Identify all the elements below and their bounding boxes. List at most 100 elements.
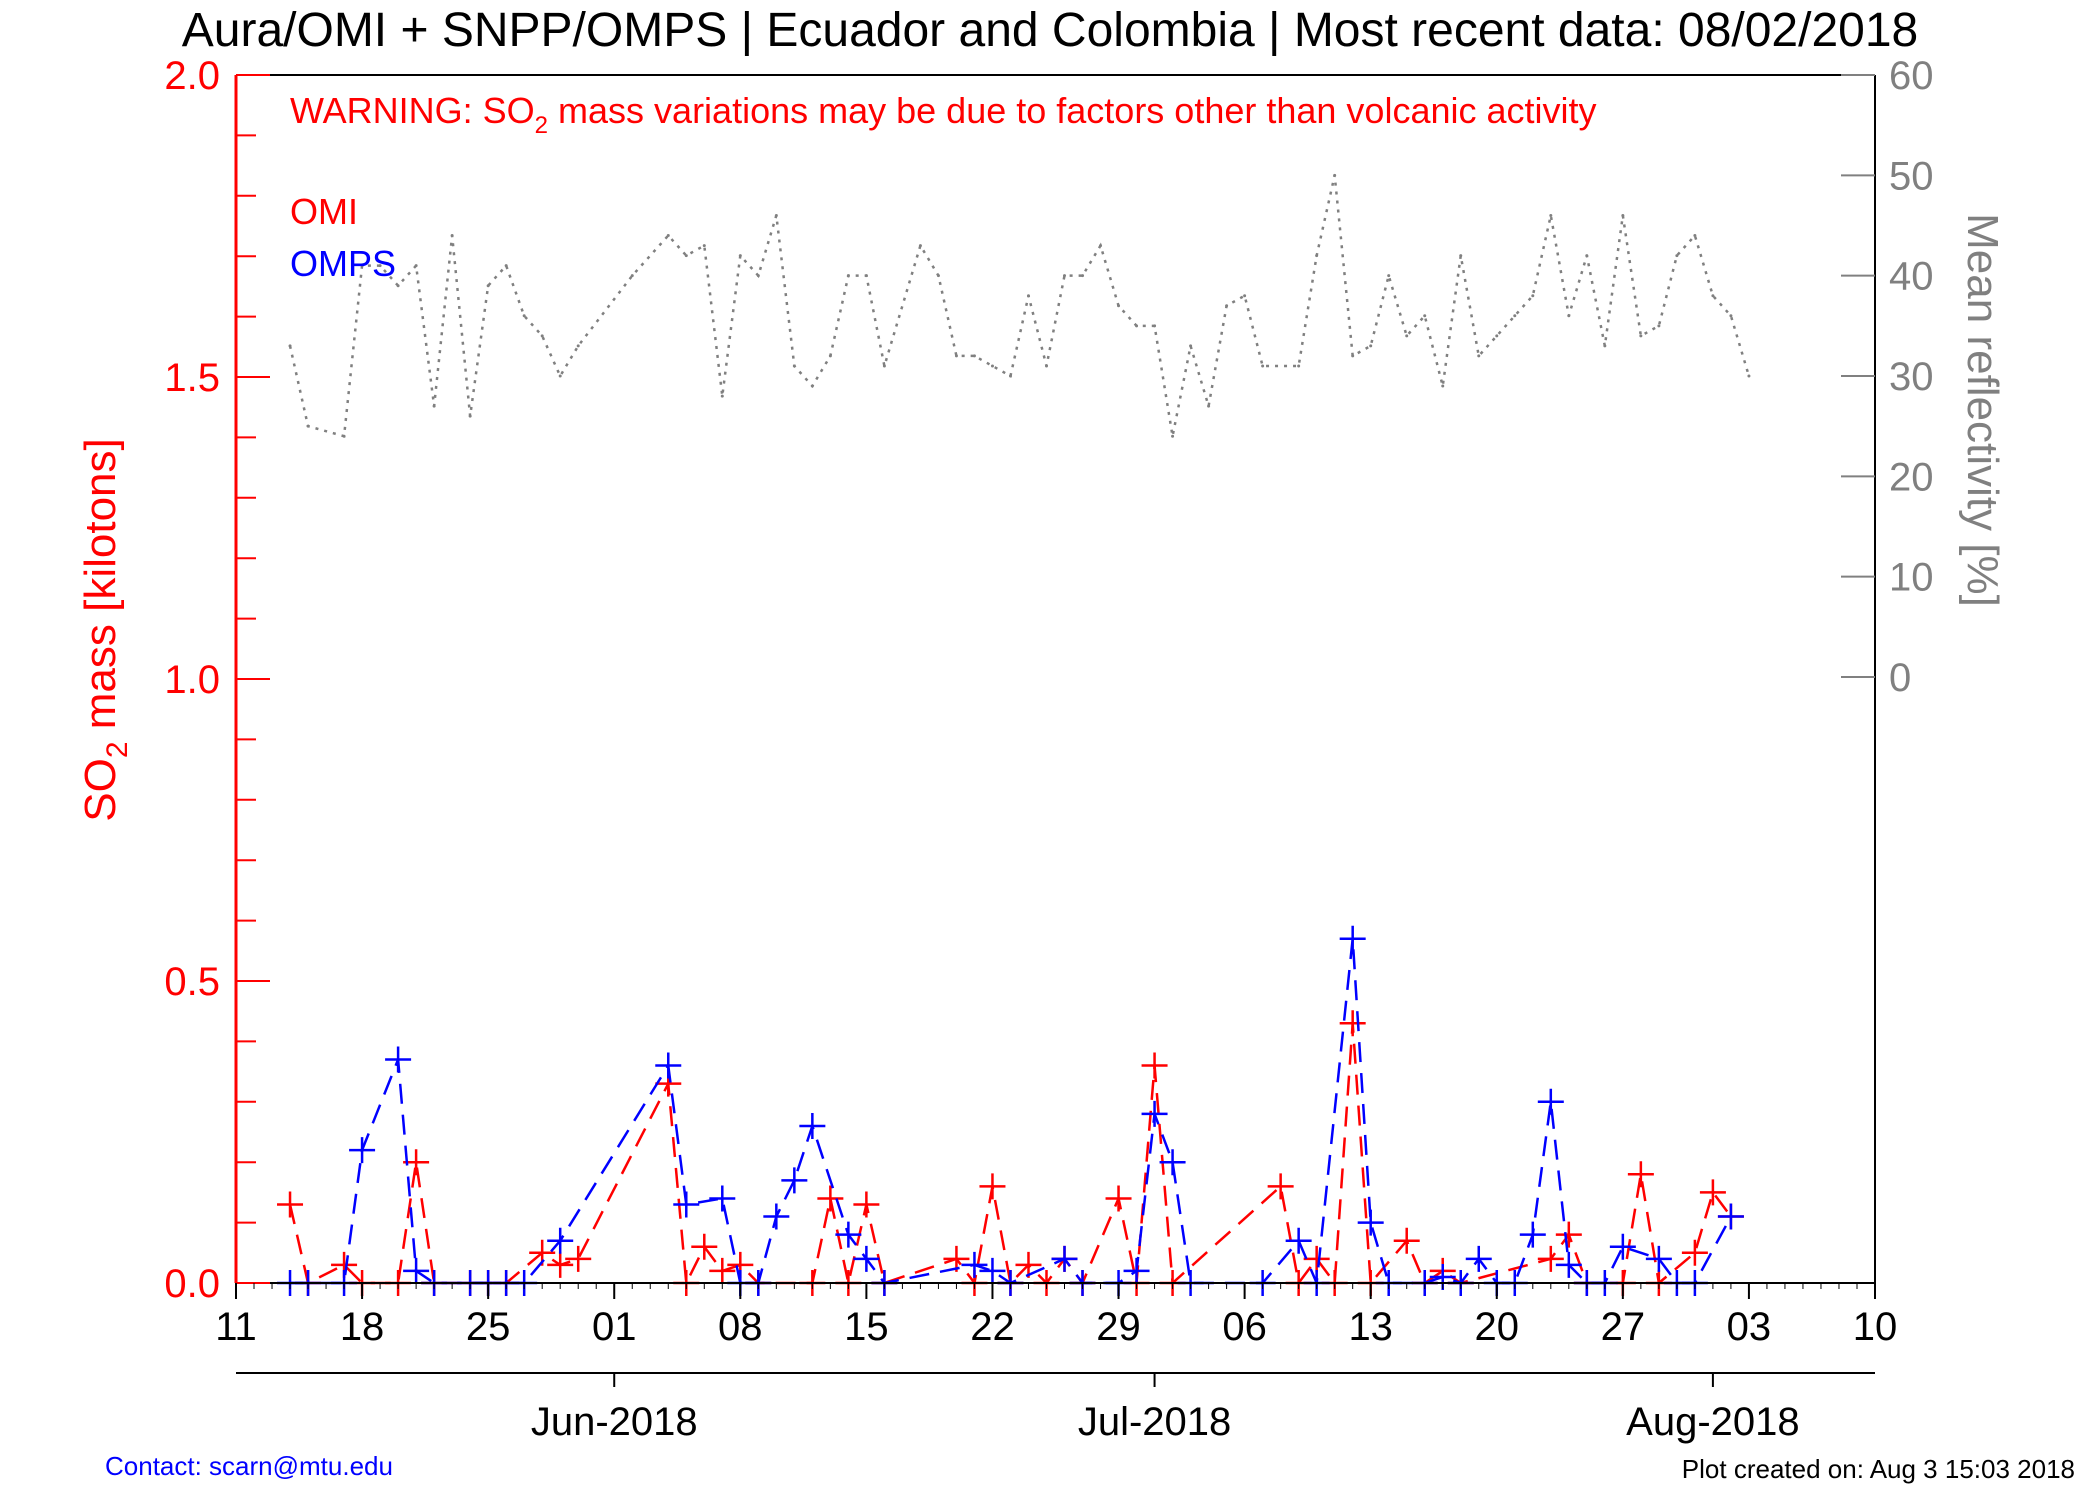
reflectivity-point — [1693, 234, 1697, 238]
omps-point — [547, 1227, 574, 1254]
reflectivity-point — [378, 264, 382, 268]
reflectivity-point — [1405, 334, 1409, 338]
reflectivity-point — [1711, 294, 1715, 298]
reflectivity-point — [828, 354, 832, 358]
omi-point — [1537, 1245, 1564, 1272]
omi-point — [1015, 1251, 1042, 1278]
reflectivity-point — [1207, 404, 1211, 408]
omps-point — [1609, 1233, 1636, 1260]
reflectivity-point — [1441, 384, 1445, 388]
omi-point — [1105, 1185, 1132, 1212]
reflectivity-point — [918, 244, 922, 248]
omi-point — [1681, 1239, 1708, 1266]
omps-point — [1123, 1257, 1150, 1284]
reflectivity-point — [1099, 244, 1103, 248]
omps-point — [1141, 1100, 1168, 1127]
y2-tick-label: 10 — [1889, 556, 1934, 600]
omps-point — [763, 1203, 790, 1230]
omps-point — [1357, 1209, 1384, 1236]
omps-point — [1465, 1245, 1492, 1272]
reflectivity-point — [1585, 254, 1589, 258]
omps-point — [655, 1052, 682, 1079]
reflectivity-point — [720, 394, 724, 398]
omps-point — [1717, 1203, 1744, 1230]
reflectivity-point — [1369, 344, 1373, 348]
omps-point — [403, 1257, 430, 1284]
y2-tick-label: 50 — [1889, 154, 1934, 198]
footer-created: Plot created on: Aug 3 15:03 2018 — [1682, 1454, 2075, 1484]
omps-point — [979, 1257, 1006, 1284]
omi-point — [691, 1233, 718, 1260]
footer-contact[interactable]: Contact: scarn@mtu.edu — [105, 1451, 393, 1481]
omps-point — [853, 1245, 880, 1272]
x-tick-label: 29 — [1096, 1305, 1141, 1349]
reflectivity-point — [1495, 334, 1499, 338]
x-tick-label: 27 — [1601, 1305, 1646, 1349]
chart-title: Aura/OMI + SNPP/OMPS | Ecuador and Colom… — [182, 4, 1918, 57]
reflectivity-point — [1675, 254, 1679, 258]
reflectivity-point — [1351, 354, 1355, 358]
omi-point — [1555, 1221, 1582, 1248]
reflectivity-point — [684, 254, 688, 258]
omi-point — [277, 1191, 304, 1218]
x-tick-label: 20 — [1475, 1305, 1520, 1349]
reflectivity-point — [1315, 254, 1319, 258]
reflectivity-point — [936, 274, 940, 278]
x-tick-label: 18 — [340, 1305, 385, 1349]
omi-point — [817, 1185, 844, 1212]
reflectivity-point — [576, 344, 580, 348]
month-label: Jun-2018 — [531, 1400, 698, 1444]
omi-point — [1141, 1052, 1168, 1079]
reflectivity-point — [1135, 324, 1139, 328]
reflectivity-point — [1026, 294, 1030, 298]
omi-point — [853, 1191, 880, 1218]
reflectivity-point — [972, 354, 976, 358]
omi-point — [979, 1173, 1006, 1200]
omi-point — [565, 1245, 592, 1272]
reflectivity-point — [1477, 354, 1481, 358]
reflectivity-point — [1639, 334, 1643, 338]
omps-line — [290, 938, 1733, 1288]
omps-point — [1519, 1221, 1546, 1248]
omi-point — [1393, 1227, 1420, 1254]
reflectivity-point — [522, 314, 526, 318]
omps-point — [349, 1137, 376, 1164]
omps-point — [1159, 1149, 1186, 1176]
reflectivity-point — [1387, 274, 1391, 278]
x-tick-label: 03 — [1727, 1305, 1772, 1349]
reflectivity-point — [1513, 314, 1517, 318]
reflectivity-point — [666, 234, 670, 238]
reflectivity-point — [774, 213, 778, 217]
reflectivity-point — [504, 264, 508, 268]
y-tick-label: 0.0 — [164, 1262, 220, 1306]
reflectivity-point — [630, 274, 634, 278]
omps-point — [799, 1112, 826, 1139]
omi-point — [1303, 1245, 1330, 1272]
reflectivity-point — [1333, 173, 1337, 177]
reflectivity-series — [288, 173, 1751, 438]
tick-labels: 0.0 0.5 1.0 1.5 2.0 0 10 20 30 40 50 60 11 18 25 01 08 15… — [164, 54, 1933, 1444]
reflectivity-point — [540, 334, 544, 338]
reflectivity-point — [1008, 374, 1012, 378]
reflectivity-point — [990, 364, 994, 368]
reflectivity-point — [1459, 254, 1463, 258]
y2-tick-label: 40 — [1889, 255, 1934, 299]
omps-point — [1645, 1245, 1672, 1272]
x-tick-label: 15 — [844, 1305, 889, 1349]
reflectivity-point — [414, 264, 418, 268]
y2-tick-label: 30 — [1889, 355, 1934, 399]
reflectivity-point — [1531, 294, 1535, 298]
omps-point — [1051, 1245, 1078, 1272]
reflectivity-point — [1729, 314, 1733, 318]
reflectivity-point — [1747, 374, 1751, 378]
omps-point — [781, 1167, 808, 1194]
x-tick-label: 10 — [1853, 1305, 1898, 1349]
reflectivity-point — [792, 364, 796, 368]
reflectivity-point — [288, 344, 292, 348]
reflectivity-point — [1621, 213, 1625, 217]
omi-series — [277, 1010, 1744, 1296]
reflectivity-point — [1567, 314, 1571, 318]
reflectivity-point — [1171, 434, 1175, 438]
reflectivity-point — [702, 244, 706, 248]
omi-point — [1627, 1161, 1654, 1188]
